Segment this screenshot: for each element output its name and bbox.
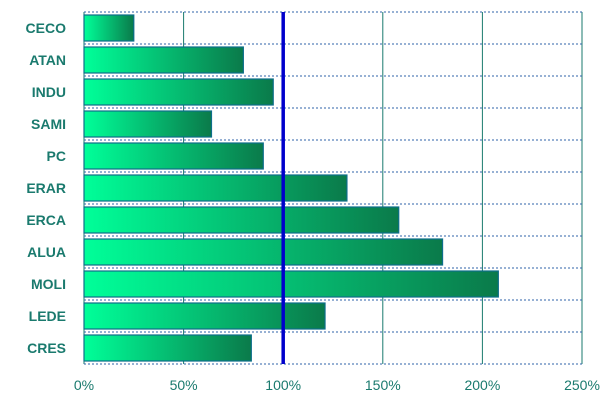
bar-erca — [83, 206, 400, 234]
category-label-cres: CRES — [27, 340, 66, 356]
x-tick-labels: 0% 50% 100% 150% 200% 250% — [74, 377, 600, 393]
category-label-erar: ERAR — [26, 180, 66, 196]
category-label-erca: ERCA — [26, 212, 66, 228]
grid — [83, 11, 583, 365]
bar-ceco — [83, 14, 135, 42]
bar-atan — [83, 46, 244, 74]
x-tick-label-1: 50% — [170, 377, 198, 393]
category-label-alua: ALUA — [27, 244, 66, 260]
x-tick-label-3: 150% — [365, 377, 401, 393]
category-label-ceco: CECO — [26, 20, 67, 36]
category-labels: CECO ATAN INDU SAMI PC ERAR ERCA ALUA MOLI LEDE CR… — [26, 20, 67, 356]
bar-moli — [83, 270, 499, 298]
bar-sami — [83, 110, 213, 138]
bar-cres — [83, 334, 252, 362]
bar-erar — [83, 174, 348, 202]
category-label-indu: INDU — [32, 84, 66, 100]
x-tick-label-2: 100% — [265, 377, 301, 393]
category-label-lede: LEDE — [29, 308, 66, 324]
x-tick-label-5: 250% — [564, 377, 600, 393]
category-label-atan: ATAN — [29, 52, 66, 68]
bar-pc — [83, 142, 264, 170]
x-tick-label-0: 0% — [74, 377, 94, 393]
x-tick-label-4: 200% — [464, 377, 500, 393]
category-label-pc: PC — [47, 148, 66, 164]
category-label-moli: MOLI — [31, 276, 66, 292]
bar-alua — [83, 238, 444, 266]
bar-lede — [83, 302, 326, 330]
bar-indu — [83, 78, 274, 106]
bars — [83, 14, 499, 362]
category-label-sami: SAMI — [31, 116, 66, 132]
